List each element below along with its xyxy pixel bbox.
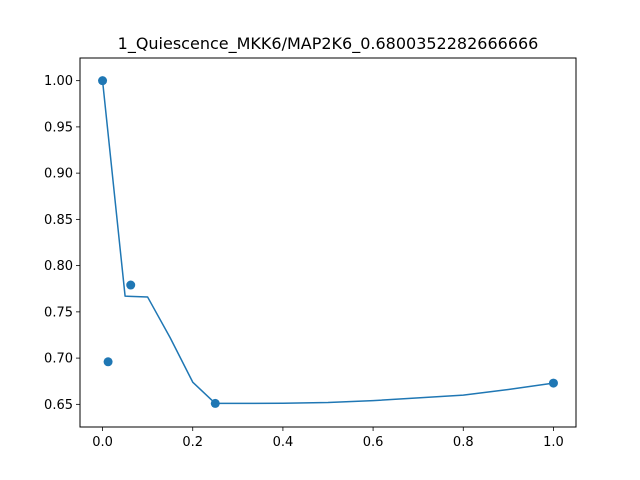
axes: 0.0 0.2 0.4 0.6 0.8 1.0 0.65 0.70 0.75 0.80 0.85 0.… [44,74,564,450]
data-point-0 [98,76,108,86]
x-tick-label: 0.8 [453,435,474,450]
y-tick-label: 0.80 [44,259,73,274]
x-tick-label: 0.0 [92,435,113,450]
y-tick-label: 0.65 [44,398,73,413]
y-tick-label: 0.95 [44,120,73,135]
y-tick-label: 0.70 [44,352,73,367]
fit-line-0 [101,79,555,405]
data-point-1 [103,357,113,367]
axes-frame [79,57,577,428]
data-point-4 [548,378,558,388]
data-point-3 [210,398,220,408]
chart-title: 1_Quiescence_MKK6/MAP2K6_0.6800352282666… [118,34,539,54]
x-tick-label: 0.4 [273,435,294,450]
y-tick-label: 0.85 [44,213,73,228]
data-point-2 [126,280,136,290]
x-tick-label: 0.6 [363,435,384,450]
plot-area [98,76,558,408]
x-tick-label: 1.0 [543,435,564,450]
y-tick-label: 0.75 [44,305,73,320]
y-tick-label: 0.90 [44,167,73,182]
x-tick-label: 0.2 [182,435,203,450]
y-tick-label: 1.00 [44,74,73,89]
